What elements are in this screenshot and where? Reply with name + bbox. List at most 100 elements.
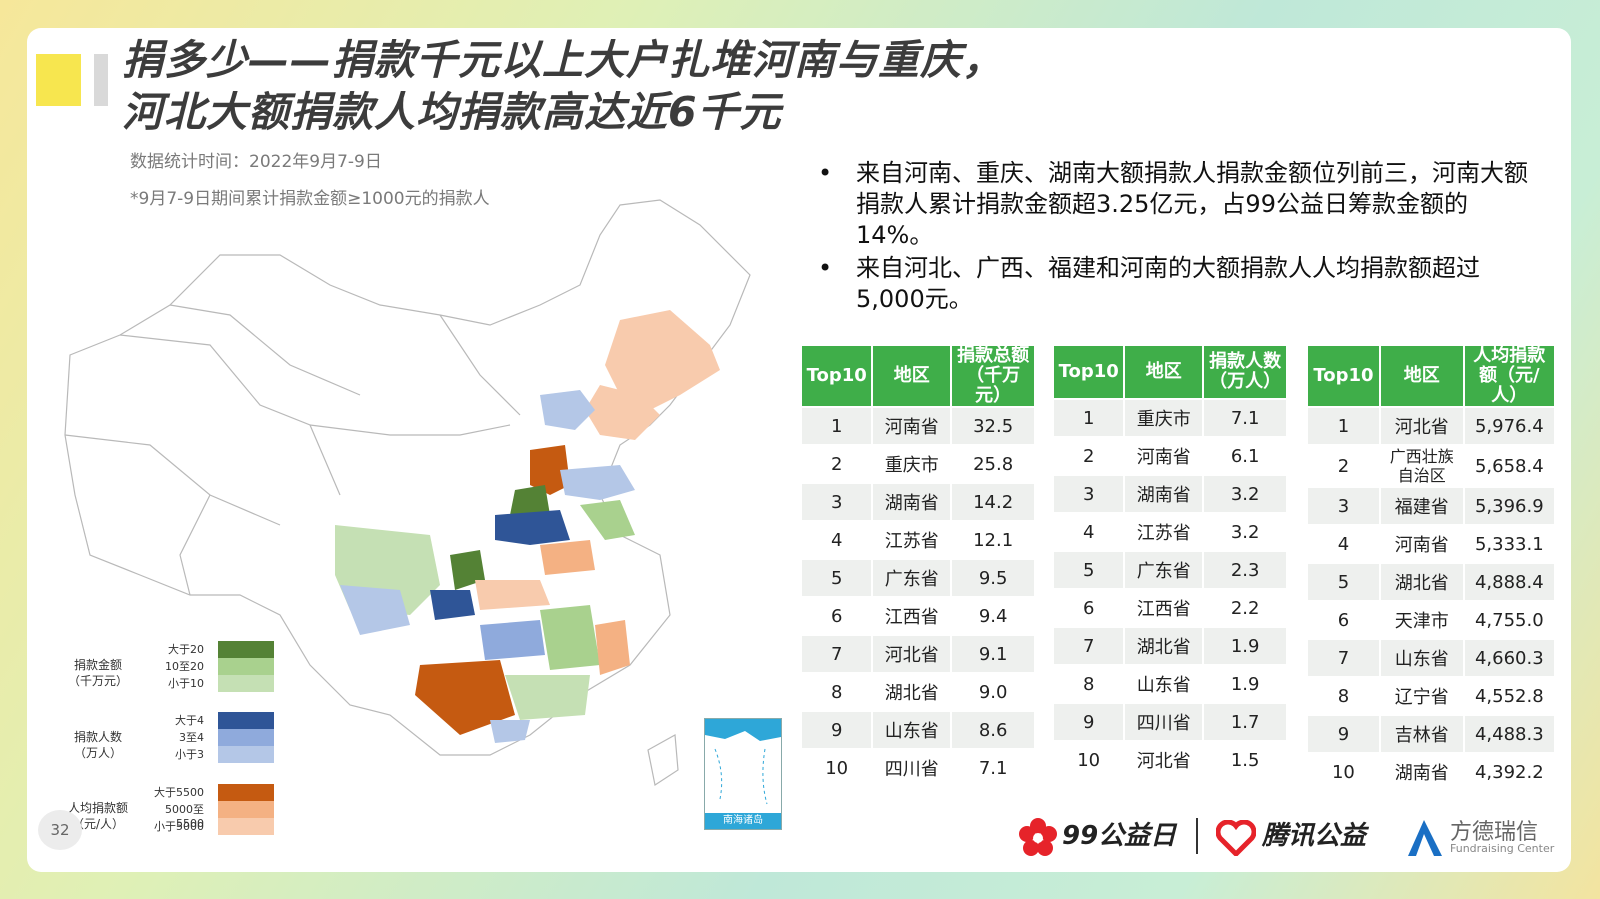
table-cell: 河北省	[1136, 751, 1191, 772]
table-row: 6 江西省 2.2	[1054, 590, 1286, 626]
table-cell: 江西省	[884, 607, 939, 628]
legend-swatch	[218, 658, 274, 675]
table-row: 3 湖南省 14.2	[802, 484, 1034, 520]
heart-logo-icon	[1215, 819, 1257, 860]
table-cell: 1.5	[1230, 749, 1260, 771]
table-row: 8 湖北省 9.0	[802, 674, 1034, 710]
table-row: 9 吉林省 4,488.3	[1308, 716, 1554, 752]
table-cell: 天津市	[1394, 611, 1449, 632]
table-cell: 四川省	[1125, 704, 1203, 740]
table-cell: 山东省	[873, 712, 951, 748]
logo-tencent-charity: 腾讯公益	[1262, 821, 1367, 851]
table-cell: 河南省	[1136, 447, 1191, 468]
legend-avg-item-3: 小于5000	[154, 820, 204, 833]
inset-map	[705, 719, 781, 805]
region-chongqing	[430, 590, 475, 620]
table-cell: 7	[1308, 640, 1379, 676]
logo-99: 99公益日	[1062, 821, 1177, 851]
table-cell: 2.3	[1204, 552, 1286, 588]
table-row: 10 湖南省 4,392.2	[1308, 754, 1554, 790]
table-cell: 吉林省	[1380, 716, 1463, 752]
region-guangxi	[415, 660, 515, 735]
table-cell: 江苏省	[884, 531, 939, 552]
table-row: 5 广东省 2.3	[1054, 552, 1286, 588]
table-row: 2 广西壮族 自治区 5,658.4	[1308, 446, 1554, 486]
table-row: 4 河南省 5,333.1	[1308, 526, 1554, 562]
legend-amount-item-3: 小于10	[168, 677, 204, 690]
legend-swatch	[218, 746, 274, 763]
table-cell: 7	[802, 636, 872, 672]
region-heilongjiang	[605, 310, 720, 410]
legend-avg-title: 人均捐款额 （元/人）	[67, 801, 128, 831]
table-cell: 6.1	[1230, 445, 1260, 467]
table-cell: 河南省	[1394, 535, 1449, 556]
title-line-2: 河北大额捐款人均捐款高达近6千元	[122, 88, 782, 136]
table-cell: 湖北省	[1380, 564, 1463, 600]
table-cell: 湖北省	[884, 683, 939, 704]
table-row: 10 四川省 7.1	[802, 750, 1034, 786]
table-header-cell: Top10	[1308, 346, 1379, 406]
table-cell: 3	[1308, 488, 1379, 524]
table-cell: 湖南省	[873, 484, 951, 520]
table-row: 4 江苏省 3.2	[1054, 514, 1286, 550]
table-avg: Top10 地区 人均捐款 额（元/人） 1 河北省 5,976.4 2 广西壮族 自治区 5,…	[1306, 344, 1556, 792]
table-cell: 2	[1337, 455, 1350, 477]
table-row: 7 湖北省 1.9	[1054, 628, 1286, 664]
table-cell: 福建省	[1380, 488, 1463, 524]
region-hainan-area	[490, 720, 530, 743]
table-row: 7 河北省 9.1	[802, 636, 1034, 672]
table-cell: 1.9	[1204, 628, 1286, 664]
legend-swatch	[218, 729, 274, 746]
table-cell: 广东省	[1125, 552, 1203, 588]
table-row: 3 湖南省 3.2	[1054, 476, 1286, 512]
table-cell: 四川省	[884, 759, 939, 780]
legend-swatch	[218, 784, 274, 801]
legend-people-item-2: 3至4	[179, 731, 204, 744]
meta-time: 数据统计时间：2022年9月7-9日	[130, 152, 382, 172]
table-cell: 重庆市	[1125, 400, 1203, 436]
table-cell: 4,392.2	[1474, 761, 1544, 783]
table-cell: 2.2	[1230, 597, 1260, 619]
region-guangdong	[505, 675, 590, 720]
legend-swatch	[218, 801, 274, 818]
region-shandong	[560, 465, 635, 500]
table-cell: 广东省	[873, 560, 951, 596]
china-map	[64, 199, 751, 786]
table-cell: 10	[1331, 761, 1355, 783]
table-row: 8 辽宁省 4,552.8	[1308, 678, 1554, 714]
table-cell: 湖南省	[1394, 763, 1449, 784]
table-row: 9 山东省 8.6	[802, 712, 1034, 748]
table-cell: 1	[1054, 400, 1124, 436]
table-cell: 12.1	[973, 529, 1014, 551]
legend-avg-item-2: 5000至5500	[165, 803, 204, 830]
region-jiangsu	[580, 500, 635, 540]
table-cell: 1.7	[1204, 704, 1286, 740]
table-cell: 江苏省	[1136, 523, 1191, 544]
table-cell: 4	[830, 529, 843, 551]
table-cell: 9.1	[952, 636, 1034, 672]
table-cell: 25.8	[973, 453, 1014, 475]
table-cell: 4,755.0	[1474, 609, 1544, 631]
table-cell: 3	[802, 484, 872, 520]
meta-note: *9月7-9日期间累计捐款金额≥1000元的捐款人	[130, 189, 490, 209]
table-people: Top10 地区 捐款人数 （万人） 1 重庆市 7.1 2 河南省 6.1 3 湖南省 3.2 4 江苏…	[1052, 344, 1288, 780]
table-cell: 1	[1308, 408, 1379, 444]
table-cell: 9.5	[952, 560, 1034, 596]
legend-people-title: 捐款人数 （万人）	[73, 730, 122, 760]
table-row: 1 河南省 32.5	[802, 408, 1034, 444]
table-row: 5 湖北省 4,888.4	[1308, 564, 1554, 600]
table-cell: 河北省	[873, 636, 951, 672]
table-header-cell: 捐款人数 （万人）	[1204, 346, 1286, 398]
table-cell: 7.1	[978, 757, 1008, 779]
title-decoration-gray	[94, 54, 108, 106]
bullet-item: 来自河北、广西、福建和河南的大额捐款人人均捐款额超过5,000元。	[812, 253, 1532, 315]
title-decoration-yellow	[36, 54, 81, 106]
bullet-list: 来自河南、重庆、湖南大额捐款人捐款金额位列前三，河南大额捐款人累计捐款金额超3.…	[812, 158, 1532, 317]
table-cell: 江西省	[1136, 599, 1191, 620]
logo-fundraising-center: 方德瑞信	[1450, 820, 1539, 845]
inset-label: 南海诸岛	[705, 813, 781, 829]
table-cell: 4,552.8	[1474, 685, 1544, 707]
table-cell: 4	[1082, 521, 1095, 543]
region-fujian	[595, 620, 630, 675]
table-cell: 5	[802, 560, 872, 596]
